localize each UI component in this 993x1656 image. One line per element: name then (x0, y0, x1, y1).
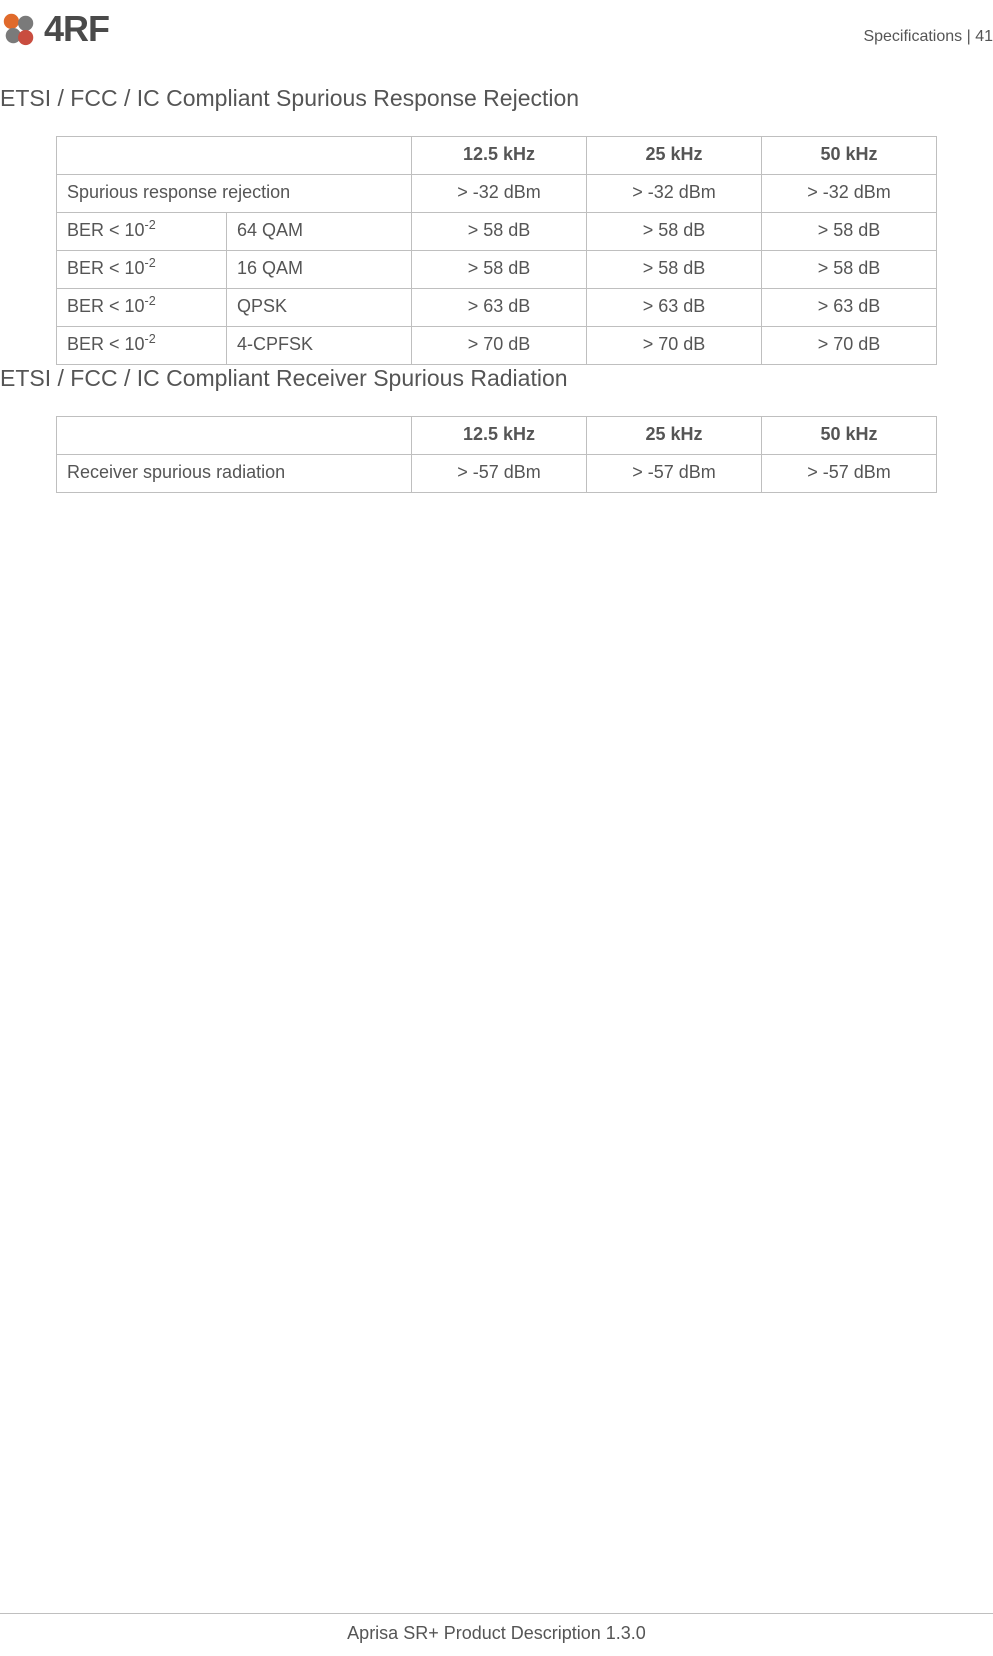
cell: > 58 dB (762, 213, 937, 251)
cell: > 58 dB (762, 251, 937, 289)
brand-name: 4RF (44, 8, 109, 50)
table-row: Receiver spurious radiation > -57 dBm > … (57, 455, 937, 493)
cell: > 63 dB (762, 289, 937, 327)
cell: > 63 dB (587, 289, 762, 327)
row-label: BER < 10-2 (57, 251, 227, 289)
cell: > 58 dB (587, 213, 762, 251)
col-12-5khz: 12.5 kHz (412, 137, 587, 175)
row-sublabel: 16 QAM (227, 251, 412, 289)
table-row: BER < 10-2 QPSK > 63 dB > 63 dB > 63 dB (57, 289, 937, 327)
footer-text: Aprisa SR+ Product Description 1.3.0 (0, 1623, 993, 1644)
col-50khz: 50 kHz (762, 417, 937, 455)
cell: > 70 dB (587, 327, 762, 365)
section-title-radiation: ETSI / FCC / IC Compliant Receiver Spuri… (0, 365, 568, 392)
row-sublabel: 64 QAM (227, 213, 412, 251)
table-row: BER < 10-2 64 QAM > 58 dB > 58 dB > 58 d… (57, 213, 937, 251)
row-sublabel: 4-CPFSK (227, 327, 412, 365)
col-12-5khz: 12.5 kHz (412, 417, 587, 455)
cell: > -32 dBm (587, 175, 762, 213)
table-header-blank (57, 417, 412, 455)
table-row: BER < 10-2 4-CPFSK > 70 dB > 70 dB > 70 … (57, 327, 937, 365)
col-50khz: 50 kHz (762, 137, 937, 175)
cell: > -32 dBm (412, 175, 587, 213)
breadcrumb: Specifications | 41 (863, 28, 993, 46)
cell: > 58 dB (412, 213, 587, 251)
brand-logo: 4RF (0, 8, 109, 50)
row-label: BER < 10-2 (57, 213, 227, 251)
table-row: BER < 10-2 16 QAM > 58 dB > 58 dB > 58 d… (57, 251, 937, 289)
table-spurious-radiation: 12.5 kHz 25 kHz 50 kHz Receiver spurious… (56, 416, 937, 493)
cell: > 58 dB (587, 251, 762, 289)
cell: > -57 dBm (587, 455, 762, 493)
table-spurious-rejection: 12.5 kHz 25 kHz 50 kHz Spurious response… (56, 136, 937, 365)
row-label: BER < 10-2 (57, 327, 227, 365)
document-page: 4RF Specifications | 41 ETSI / FCC / IC … (0, 0, 993, 1656)
cell: > 70 dB (412, 327, 587, 365)
cell: > 63 dB (412, 289, 587, 327)
cell: > -57 dBm (762, 455, 937, 493)
table-row: Spurious response rejection > -32 dBm > … (57, 175, 937, 213)
logo-mark-icon (0, 10, 38, 48)
footer-divider (0, 1613, 993, 1614)
col-25khz: 25 kHz (587, 417, 762, 455)
cell: > -32 dBm (762, 175, 937, 213)
cell: > -57 dBm (412, 455, 587, 493)
section-title-rejection: ETSI / FCC / IC Compliant Spurious Respo… (0, 85, 579, 112)
table-header-row: 12.5 kHz 25 kHz 50 kHz (57, 137, 937, 175)
table-header-row: 12.5 kHz 25 kHz 50 kHz (57, 417, 937, 455)
cell: > 58 dB (412, 251, 587, 289)
row-label: BER < 10-2 (57, 289, 227, 327)
row-label: Receiver spurious radiation (57, 455, 412, 493)
col-25khz: 25 kHz (587, 137, 762, 175)
row-label: Spurious response rejection (57, 175, 412, 213)
cell: > 70 dB (762, 327, 937, 365)
row-sublabel: QPSK (227, 289, 412, 327)
table-header-blank (57, 137, 412, 175)
